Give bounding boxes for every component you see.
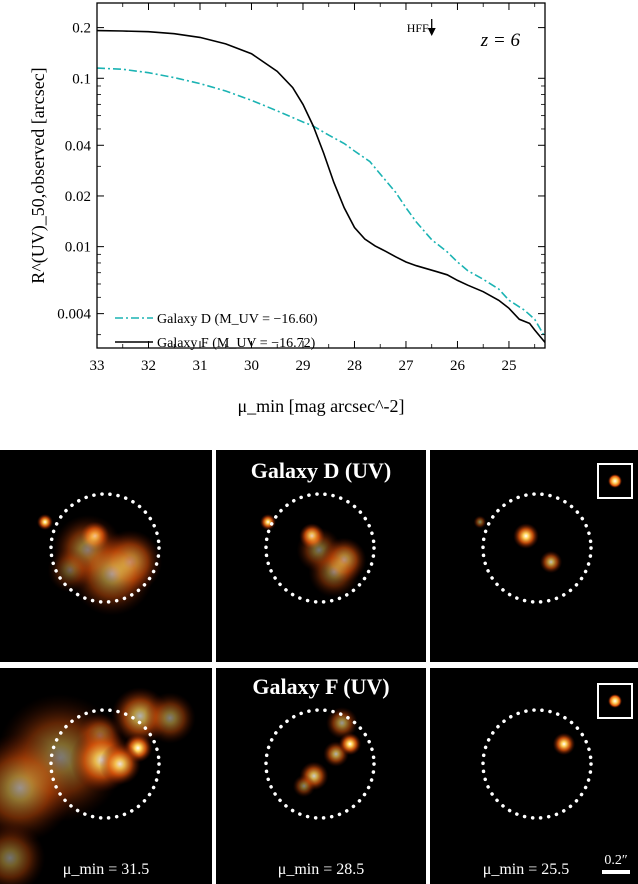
galaxy-emission-blob [0,733,75,843]
x-tick-label: 25 [501,358,516,374]
series-line-galaxy-d [97,67,545,338]
y-tick-label: 0.01 [65,240,91,256]
galaxy-emission-blob [338,732,362,756]
psf-inset-source [608,694,622,708]
y-axis-label: R^(UV)_50,observed [arcsec] [28,67,49,283]
column-label: μ_min = 28.5 [278,861,365,878]
legend: Galaxy D (M_UV = −16.60) Galaxy F (M_UV =… [115,312,318,351]
x-tick-label: 27 [398,358,414,374]
x-tick-label: 31 [192,358,207,374]
x-tick-label: 30 [244,358,259,374]
galaxy-emission-blob [513,523,539,549]
series-layer [97,29,545,343]
row-title: Galaxy F (UV) [252,674,389,699]
row-title: Galaxy D (UV) [251,458,392,483]
galaxy-emission-blob [99,743,141,785]
aperture-circle [264,492,376,604]
plot-frame [96,2,546,349]
legend-entry: Galaxy F (M_UV = −16.72) [157,336,316,351]
aperture-circle [481,492,593,604]
psf-inset-source [608,474,622,488]
galaxy-emission-blob [144,692,196,744]
legend-entry: Galaxy D (M_UV = −16.60) [157,312,318,327]
galaxy-emission-blob [308,546,360,598]
redshift-annotation: z = 6 [480,30,521,51]
galaxy-emission-blob [552,732,576,756]
scale-bar-label: 0.2″ [604,853,628,868]
galaxy-emission-blob [539,550,563,574]
column-label: μ_min = 25.5 [483,861,570,878]
aperture-circle [264,708,376,820]
galaxy-emission-blob [260,514,276,530]
annotation-layer: HFF z = 6 [407,19,521,51]
aperture-circle [49,708,161,820]
image-panel-galaxy-d-col1 [0,450,212,662]
y-tick-label: 0.2 [72,21,91,37]
galaxy-emission-blob [326,707,358,739]
x-axis-label: μ_min [mag arcsec^-2] [237,396,404,416]
x-tick-label: 32 [141,358,156,374]
surface-brightness-chart: 33 32 31 30 29 28 27 26 25 0.004 0.01 0.02 0.04 0.1 0.… [28,2,546,416]
image-panel-galaxy-f-col2: Galaxy F (UV) μ_min = 28.5 [216,668,426,884]
image-panel-galaxy-d-col3 [430,450,638,662]
image-panel-galaxy-f-col3: μ_min = 25.5 0.2″ [430,668,638,884]
tick-layer: 33 32 31 30 29 28 27 26 25 0.004 0.01 0.02 0.04 0.1 0.… [57,3,545,374]
aperture-circle [481,708,593,820]
axis-labels: μ_min [mag arcsec^-2] R^(UV)_50,observed … [28,67,405,416]
image-panel-galaxy-d-col2: Galaxy D (UV) [216,450,426,662]
series-line-galaxy-f [97,29,545,343]
galaxy-emission-blob [0,822,46,884]
psf-inset-box [597,463,633,499]
x-tick-label: 26 [450,358,466,374]
y-tick-label: 0.04 [65,138,92,154]
y-tick-label: 0.02 [65,189,91,205]
psf-inset-box [597,683,633,719]
aperture-circle [49,492,161,604]
y-tick-label: 0.004 [57,307,91,323]
galaxy-emission-blob [473,515,487,529]
image-panel-galaxy-f-col1: μ_min = 31.5 [0,668,212,884]
galaxy-emission-blob [292,774,316,798]
image-panels: Galaxy D (UV) μ_min = 31.5 Galaxy F (UV) μ_… [0,450,638,884]
hff-arrow-head [427,28,436,36]
galaxy-emission-blob [47,547,93,593]
galaxy-emission-blob [37,514,53,530]
scale-bar [602,870,630,874]
y-tick-label: 0.1 [72,71,91,87]
x-tick-label: 29 [295,358,310,374]
column-label: μ_min = 31.5 [63,861,150,878]
x-tick-label: 33 [90,358,105,374]
hff-label: HFF [407,21,429,35]
x-tick-label: 28 [347,358,362,374]
